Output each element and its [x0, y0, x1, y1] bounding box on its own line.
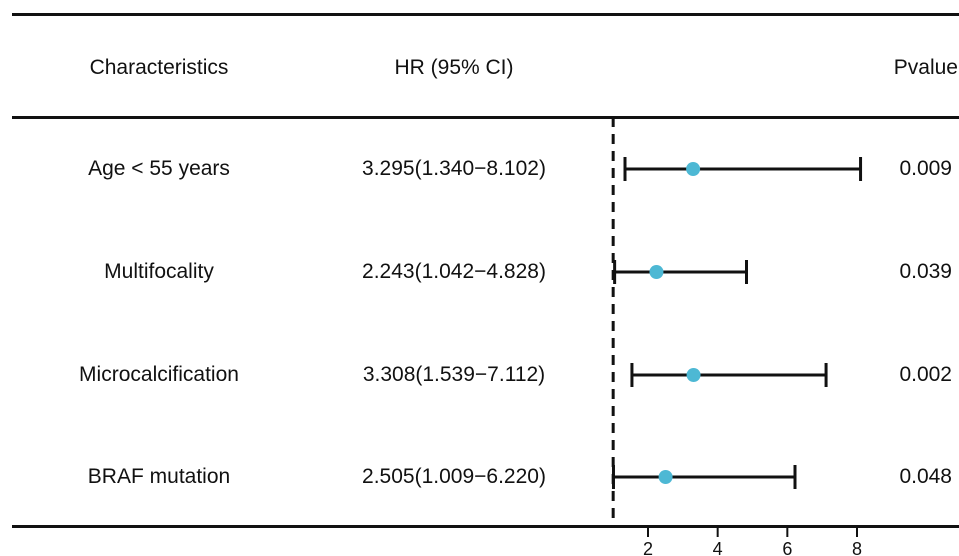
header-hr: HR (95% CI)	[394, 56, 514, 79]
x-tick-label: 2	[643, 539, 653, 556]
hr-point	[649, 265, 664, 279]
row-hr-text: 3.308(1.539−7.112)	[362, 363, 546, 386]
row-pvalue: 0.048	[899, 465, 952, 488]
row-label: Age < 55 years	[88, 157, 230, 180]
row-pvalue: 0.009	[899, 157, 952, 180]
x-tick-label: 4	[713, 539, 723, 556]
row-label: Microcalcification	[79, 363, 239, 386]
x-tick-label: 8	[852, 539, 862, 556]
row-pvalue: 0.002	[899, 363, 952, 386]
row-hr-text: 2.505(1.009−6.220)	[362, 465, 546, 488]
top-rule	[12, 13, 959, 16]
row-label: Multifocality	[104, 260, 214, 283]
x-tick-label: 6	[782, 539, 792, 556]
row-hr-text: 2.243(1.042−4.828)	[362, 260, 546, 283]
row-label: BRAF mutation	[87, 465, 231, 488]
header-characteristics: Characteristics	[89, 56, 229, 79]
header-pvalue: Pvalue	[893, 56, 958, 79]
hr-point	[658, 470, 673, 484]
row-pvalue: 0.039	[899, 260, 952, 283]
hr-point	[686, 162, 701, 176]
bottom-rule	[12, 525, 959, 528]
row-hr-text: 3.295(1.340−8.102)	[362, 157, 546, 180]
hr-point	[686, 368, 701, 382]
header-rule	[12, 116, 959, 119]
